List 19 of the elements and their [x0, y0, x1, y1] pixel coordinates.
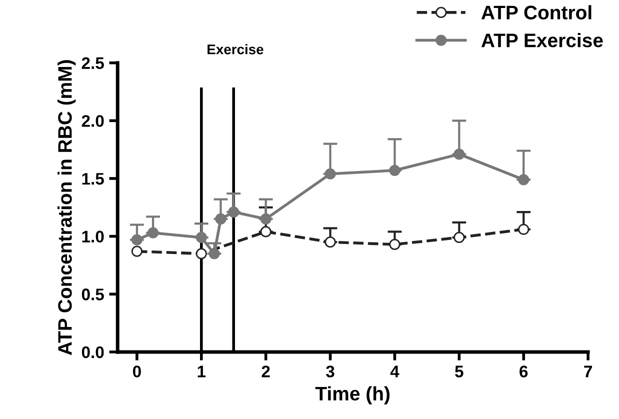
- x-tick-label: 2: [262, 366, 270, 378]
- y-tick-label: 2.5: [82, 57, 104, 70]
- y-axis-title: ATP Concentration in RBC (mM): [58, 60, 76, 356]
- x-tick-label: 5: [455, 366, 464, 378]
- x-tick-label: 6: [520, 366, 528, 378]
- x-tick-label: 7: [584, 366, 592, 378]
- text: Exercise: [208, 44, 264, 54]
- y-tick-label: 0.0: [82, 346, 104, 358]
- y-tick-label: 1.0: [82, 230, 104, 243]
- x-tick-label: 0: [132, 366, 141, 378]
- x-tick-label: 3: [326, 366, 334, 378]
- x-tick-label: 1: [198, 366, 206, 378]
- y-tick-label: 1.5: [82, 173, 104, 185]
- y-tick-label: 0.5: [82, 288, 104, 300]
- legend-label: ATP Control: [481, 5, 592, 20]
- x-tick-label: 4: [390, 366, 400, 378]
- y-tick-label: 2.0: [82, 115, 104, 127]
- x-axis-title: Time (h): [315, 386, 390, 404]
- legend-label: ATP Exercise: [481, 33, 603, 48]
